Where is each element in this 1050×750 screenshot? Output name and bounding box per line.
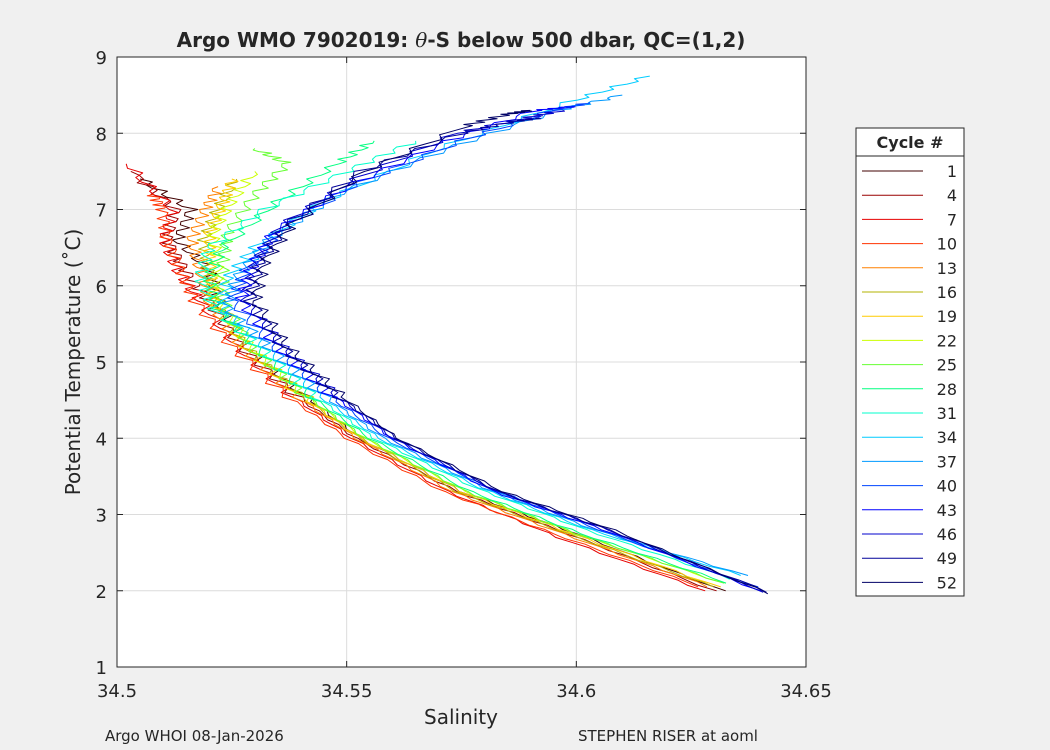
legend-label-52: 52 [937, 573, 957, 592]
x-tick-label: 34.65 [780, 681, 832, 702]
legend-label-40: 40 [937, 477, 957, 496]
y-ticks: 1 2 3 4 5 6 7 8 9 [96, 48, 806, 679]
series-line-cycle-49 [242, 117, 767, 593]
series-layer [125, 75, 769, 595]
y-tick-label: 9 [96, 48, 107, 69]
footer-right: STEPHEN RISER at aoml [578, 727, 758, 745]
x-tick-label: 34.5 [97, 681, 137, 702]
y-tick-label: 4 [96, 429, 107, 450]
legend-label-4: 4 [947, 186, 957, 205]
y-tick-label: 7 [96, 201, 107, 222]
legend-label-37: 37 [937, 452, 957, 471]
legend-label-31: 31 [937, 404, 957, 423]
series-line-cycle-52 [250, 109, 769, 595]
title-prefix: Argo WMO 7902019: [177, 28, 416, 52]
y-axis-label: Potential Temperature (˚C) [61, 229, 85, 496]
x-tick-label: 34.55 [321, 681, 373, 702]
legend: Cycle # 1 4 7 10 13 16 19 22 25 28 31 34 37 40 43 46 49 5… [855, 127, 965, 597]
legend-title: Cycle # [877, 133, 944, 152]
y-grid [117, 56, 806, 668]
legend-label-49: 49 [937, 549, 957, 568]
series-line-cycle-22 [206, 171, 727, 584]
series-line-cycle-19 [202, 178, 721, 588]
series-line-cycle-7 [125, 163, 706, 592]
y-tick-label: 1 [96, 658, 107, 679]
chart-title: Argo WMO 7902019: θ-S below 500 dbar, QC… [177, 28, 746, 52]
footer-left: Argo WHOI 08-Jan-2026 [105, 727, 284, 745]
y-tick-label: 2 [96, 582, 107, 603]
legend-label-43: 43 [937, 501, 957, 520]
y-tick-label: 3 [96, 506, 107, 527]
series-line-cycle-10 [146, 193, 699, 588]
series-line-cycle-28 [202, 140, 727, 584]
title-suffix: -S below 500 dbar, QC=(1,2) [427, 28, 745, 52]
y-tick-label: 6 [96, 277, 107, 298]
legend-items: 1 4 7 10 13 16 19 22 25 28 31 34 37 40 43 46 49 52 [862, 162, 957, 592]
y-tick-label: 5 [96, 353, 107, 374]
title-theta: θ [415, 28, 427, 52]
legend-label-46: 46 [937, 525, 957, 544]
legend-label-19: 19 [937, 307, 957, 326]
x-axis-label: Salinity [424, 705, 498, 729]
legend-label-1: 1 [947, 162, 957, 181]
legend-box [855, 127, 965, 597]
series-line-cycle-16 [196, 178, 714, 588]
legend-label-13: 13 [937, 259, 957, 278]
series-line-cycle-31 [194, 140, 731, 580]
legend-label-10: 10 [937, 235, 957, 254]
y-tick-label: 8 [96, 124, 107, 145]
x-ticks: 34.5 34.55 34.6 34.65 [97, 57, 832, 702]
legend-label-22: 22 [937, 331, 957, 350]
x-tick-label: 34.6 [556, 681, 596, 702]
legend-label-25: 25 [937, 356, 957, 375]
legend-label-34: 34 [937, 428, 957, 447]
series-line-cycle-25 [216, 148, 725, 584]
legend-label-7: 7 [947, 210, 957, 229]
legend-label-28: 28 [937, 380, 957, 399]
legend-label-16: 16 [937, 283, 957, 302]
